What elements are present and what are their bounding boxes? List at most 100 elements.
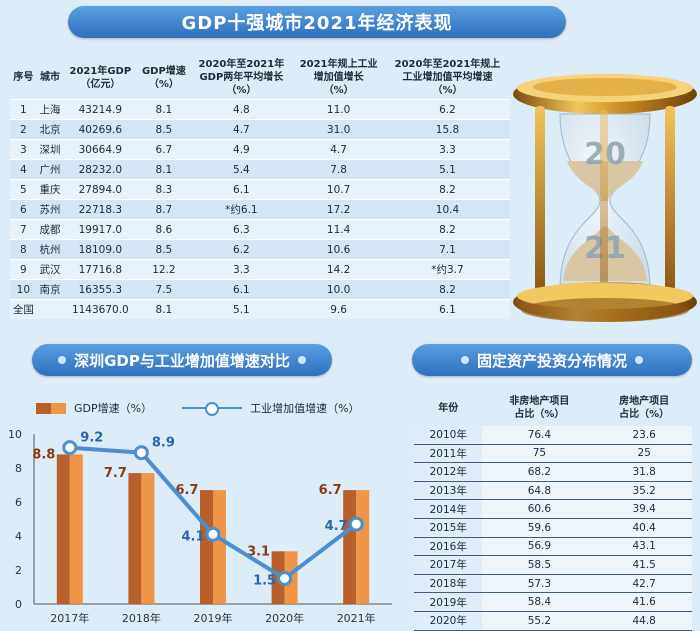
gdp-bar-value-label: 7.7 <box>104 466 127 481</box>
city_table-header-industry-2yr-avg: 2020年至2021年规上 工业增加值平均增速 （%） <box>394 59 501 96</box>
shenzhen-growth-chart: 0 2 4 6 8 10 8.8 7.7 6.7 3.1 6.7 9.2 8.9 4.1 1.5 4.7 201… <box>8 428 392 625</box>
legend-line-swatch <box>182 402 243 416</box>
gdp-bar <box>200 490 213 604</box>
chart-title: 深圳GDP与工业增加值增速对比 <box>74 351 290 370</box>
city_table-cell-gdp-growth: 8.7 <box>137 199 191 220</box>
city_table-cell-gdp: 27894.0 <box>63 179 138 200</box>
investment-row: 2013年 64.8 35.2 <box>414 481 692 501</box>
city_table-cell-gdp-growth: 8.5 <box>137 119 191 140</box>
x-tick-label: 2018年 <box>122 611 161 625</box>
city_table-cell-gdp: 17716.8 <box>63 259 138 280</box>
industry-growth-value-label: 8.9 <box>152 436 175 451</box>
investment-cell-real-estate: 40.4 <box>596 518 692 538</box>
city_table-cell-city: 成都 <box>36 219 64 240</box>
city_table-cell-rank: 1 <box>10 99 37 120</box>
city_table-cell-industry-growth: 14.2 <box>292 259 385 280</box>
investment-table: 年份 非房地产项目 占比（%） 房地产项目 占比（%） 2010年 76.4 23.6 2… <box>414 390 692 631</box>
city_table-cell-city: 南京 <box>36 279 64 300</box>
city_table-cell-rank: 5 <box>10 179 37 200</box>
city_table-cell-gdp-growth: 8.1 <box>137 299 191 319</box>
y-tick-label: 0 <box>15 598 22 611</box>
city-row: 2 北京 40269.6 8.5 4.7 31.0 15.8 <box>10 119 510 140</box>
city_table-cell-gdp: 22718.3 <box>63 199 138 220</box>
legend-gdp-label: GDP增速（%） <box>74 402 153 415</box>
industry-growth-point <box>277 571 293 586</box>
city_table-cell-gdp-growth: 8.1 <box>137 159 191 180</box>
investment-row: 2010年 76.4 23.6 <box>414 426 692 445</box>
gdp-bar-highlight <box>141 473 155 604</box>
investment-cell-non-real-estate: 68.2 <box>482 462 597 482</box>
gdp-bar <box>128 473 142 604</box>
city-row: 3 深圳 30664.9 6.7 4.9 4.7 3.3 <box>10 139 510 160</box>
city_table-cell-rank: 4 <box>10 159 37 180</box>
city-row: 5 重庆 27894.0 8.3 6.1 10.7 8.2 <box>10 179 510 200</box>
investment-header-real-estate: 房地产项目 占比（%） <box>619 396 670 420</box>
investment-cell-year: 2015年 <box>414 518 483 538</box>
y-tick-label: 6 <box>15 496 22 509</box>
city_table-cell-gdp-2yr-avg: 6.1 <box>190 279 293 300</box>
city_table-cell-gdp-2yr-avg: 5.1 <box>190 299 293 319</box>
investment-cell-non-real-estate: 59.6 <box>482 518 597 538</box>
investment-row: 2014年 60.6 39.4 <box>414 499 692 519</box>
city_table-cell-gdp: 1143670.0 <box>63 299 138 319</box>
gdp-bar-value-label: 6.7 <box>319 483 342 498</box>
industry-growth-value-label: 4.1 <box>181 529 204 544</box>
x-tick-label: 2020年 <box>265 611 304 625</box>
city_table-cell-city: 上海 <box>36 99 64 120</box>
investment-cell-non-real-estate: 57.3 <box>482 574 597 594</box>
investment-cell-year: 2016年 <box>414 537 483 557</box>
city_table-cell-industry-2yr-avg: *约3.7 <box>384 259 510 280</box>
investment-cell-real-estate: 35.2 <box>596 481 692 501</box>
city_table-header-gdp-growth: GDP增速 （%） <box>141 65 186 90</box>
city-row: 1 上海 43214.9 8.1 4.8 11.0 6.2 <box>10 99 510 120</box>
investment-cell-real-estate: 43.1 <box>596 537 692 557</box>
investment-cell-non-real-estate: 60.6 <box>482 499 597 519</box>
industry-growth-point <box>205 526 221 542</box>
investment-cell-real-estate: 23.6 <box>596 426 692 445</box>
city_table-cell-gdp: 40269.6 <box>63 119 138 140</box>
investment-title: 固定资产投资分布情况 <box>476 351 627 370</box>
investment-cell-year: 2012年 <box>414 462 483 482</box>
investment-row: 2020年 55.2 44.8 <box>414 611 692 631</box>
city_table-header-gdp-2yr-avg: 2020年至2021年 GDP两年平均增长 （%） <box>198 59 285 96</box>
city_table-cell-industry-2yr-avg: 8.2 <box>384 179 510 200</box>
city_table-cell-city: 广州 <box>36 159 64 180</box>
city_table-cell-city: 重庆 <box>36 179 64 200</box>
industry-growth-point <box>62 440 78 456</box>
investment-header-non-real-estate: 非房地产项目 占比（%） <box>509 396 570 420</box>
city_table-header-gdp: 2021年GDP （亿元） <box>69 65 132 90</box>
gdp-bar-highlight <box>213 490 226 604</box>
city_table-cell-industry-2yr-avg: 10.4 <box>384 199 510 220</box>
legend-bar-swatch <box>36 402 66 414</box>
investment-header-year: 年份 <box>438 402 459 414</box>
city_table-cell-city: 北京 <box>36 119 64 140</box>
gdp-bar-highlight <box>69 454 83 604</box>
x-tick-label: 2021年 <box>337 611 376 625</box>
city_table-header-city: 城市 <box>40 72 61 83</box>
city_table-cell-rank: 7 <box>10 219 37 240</box>
investment-cell-non-real-estate: 76.4 <box>482 426 597 445</box>
city-row: 8 杭州 18109.0 8.5 6.2 10.6 7.1 <box>10 239 510 260</box>
city_table-cell-rank: 3 <box>10 139 37 160</box>
investment-table-header-row: 年份 非房地产项目 占比（%） 房地产项目 占比（%） <box>414 390 692 426</box>
y-tick-label: 4 <box>15 530 22 543</box>
city_table-cell-gdp: 28232.0 <box>63 159 138 180</box>
city_table-cell-gdp-growth: 8.6 <box>137 219 191 240</box>
city_table-cell-industry-2yr-avg: 3.3 <box>384 139 510 160</box>
city_table-cell-industry-2yr-avg: 8.2 <box>384 219 510 240</box>
industry-growth-point <box>348 516 364 532</box>
industry-growth-value-label: 9.2 <box>80 431 103 446</box>
investment-cell-real-estate: 39.4 <box>596 499 692 519</box>
city_table-cell-gdp-2yr-avg: 6.2 <box>190 239 293 260</box>
city_table-cell-industry-2yr-avg: 5.1 <box>384 159 510 180</box>
city_table-cell-gdp-growth: 8.1 <box>137 99 191 120</box>
investment-row: 2012年 68.2 31.8 <box>414 462 692 482</box>
investment-row: 2017年 58.5 41.5 <box>414 555 692 575</box>
city_table-header-industry-growth: 2021年规上工业 增加值增长 （%） <box>299 59 378 96</box>
investment-cell-real-estate: 41.5 <box>596 555 692 575</box>
city_table-cell-industry-2yr-avg: 15.8 <box>384 119 510 140</box>
city_table-cell-gdp: 43214.9 <box>63 99 138 120</box>
investment-cell-year: 2020年 <box>414 611 483 631</box>
investment-cell-year: 2011年 <box>414 444 483 464</box>
city_table-cell-rank: 全国 <box>10 299 37 319</box>
